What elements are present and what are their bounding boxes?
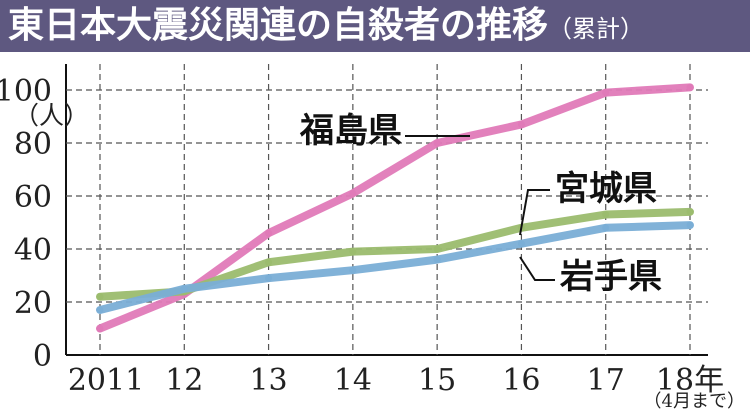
x-tick-label: 14 [334, 363, 372, 398]
y-axis-unit-label: （人） [14, 101, 89, 130]
data-point-2-0 [96, 306, 104, 314]
x-tick-label: 15 [418, 363, 456, 398]
x-tick-label: 16 [502, 363, 540, 398]
data-point-1-7 [686, 208, 694, 216]
series-label-1: 宮城県 [555, 169, 657, 209]
x-tick-label: 13 [249, 363, 287, 398]
data-point-2-6 [602, 224, 610, 232]
y-tick-label: 80 [14, 127, 52, 162]
grid-lines [65, 64, 708, 356]
data-point-0-2 [265, 229, 273, 237]
line-chart: 0 20 40 60 80 100 （人） 2011 12 13 14 15 16 17 18年 （4月… [0, 64, 745, 412]
chart-title: 東日本大震災関連の自殺者の推移（累計） [8, 5, 644, 50]
data-point-1-6 [602, 211, 610, 219]
data-point-0-4 [433, 139, 441, 147]
data-point-2-3 [349, 266, 357, 274]
data-point-1-4 [433, 245, 441, 253]
data-point-2-5 [517, 240, 525, 248]
y-tick-label: 60 [14, 180, 52, 215]
series-label-0: 福島県 [299, 111, 402, 151]
data-point-2-2 [265, 274, 273, 282]
x-tick-label: 17 [587, 363, 625, 398]
data-point-1-2 [265, 258, 273, 266]
data-point-0-5 [517, 120, 525, 128]
data-point-2-1 [180, 285, 188, 293]
leader-line-1 [519, 189, 550, 236]
y-tick-label: 0 [33, 339, 52, 374]
title-main: 東日本大震災関連の自殺者の推移 [8, 5, 549, 46]
series-label-2: 岩手県 [559, 257, 662, 297]
x-axis-note: （4月まで） [644, 391, 745, 412]
title-subtitle: （累計） [548, 15, 645, 43]
y-axis-ticks: 0 20 40 60 80 100 [0, 74, 52, 374]
y-tick-label: 100 [0, 74, 52, 109]
data-point-0-6 [602, 89, 610, 97]
data-point-0-3 [349, 189, 357, 197]
y-tick-label: 40 [14, 233, 52, 268]
data-point-2-4 [433, 256, 441, 264]
data-point-1-3 [349, 248, 357, 256]
data-point-2-7 [686, 221, 694, 229]
x-tick-label: 12 [165, 363, 203, 398]
series-lines [96, 83, 694, 333]
y-tick-label: 20 [14, 286, 52, 321]
x-tick-label: 18年 [656, 363, 724, 398]
data-point-1-0 [96, 293, 104, 301]
title-bar: 東日本大震災関連の自殺者の推移（累計） [0, 0, 750, 52]
data-point-0-0 [96, 325, 104, 332]
x-tick-label: 2011 [68, 363, 144, 398]
leader-line-2 [519, 256, 555, 281]
series-line-2 [96, 221, 694, 314]
x-axis-ticks: 2011 12 13 14 15 16 17 18年 [68, 363, 724, 398]
data-point-0-7 [686, 83, 694, 91]
